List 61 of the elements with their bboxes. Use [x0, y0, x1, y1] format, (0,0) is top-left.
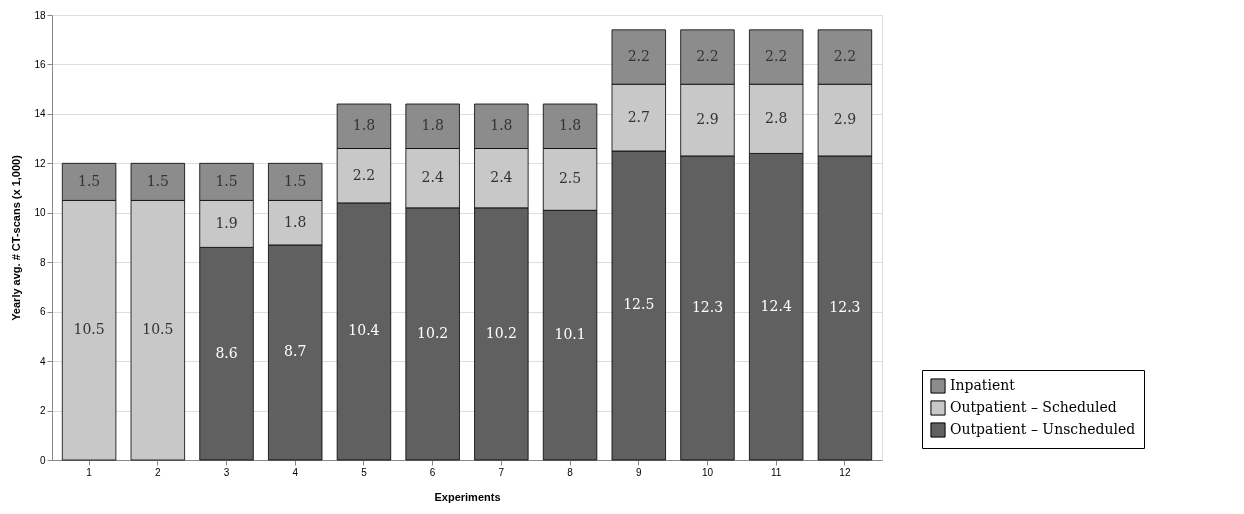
data-label: 1.8	[352, 117, 376, 134]
x-tick-label: 8	[567, 466, 574, 478]
x-tick-label: 4	[292, 466, 299, 478]
x-tick-label: 6	[429, 466, 436, 478]
y-tick-label: 6	[39, 306, 46, 318]
data-label: 2.2	[765, 48, 788, 65]
data-label: 1.8	[490, 117, 513, 134]
y-tick-label: 12	[34, 157, 46, 169]
data-label: 1.9	[215, 214, 238, 231]
data-label: 8.7	[284, 343, 307, 360]
y-tick-label: 0	[39, 454, 46, 466]
x-tick-label: 5	[361, 466, 368, 478]
y-tick-label: 18	[34, 9, 46, 21]
data-label: 2.9	[696, 111, 719, 128]
data-label: 1.5	[284, 172, 307, 189]
data-label: 12.3	[691, 298, 724, 315]
data-label: 2.4	[490, 169, 513, 186]
data-label: 12.3	[829, 298, 861, 315]
y-tick-label: 16	[34, 58, 46, 70]
data-label: 1.8	[421, 117, 444, 134]
x-tick-label: 11	[770, 466, 782, 478]
data-label: 1.8	[284, 213, 307, 230]
y-tick-label: 4	[39, 355, 46, 367]
legend-label: Inpatient	[950, 377, 1016, 393]
data-label: 1.5	[215, 172, 238, 189]
data-label: 1.8	[558, 117, 582, 134]
data-label: 10.4	[348, 322, 380, 339]
data-label: 2.4	[421, 169, 444, 186]
data-label: 2.9	[833, 111, 857, 128]
y-tick-label: 2	[39, 405, 46, 417]
data-label: 2.2	[833, 48, 857, 65]
data-label: 2.5	[558, 170, 582, 187]
data-label: 12.5	[623, 296, 655, 313]
data-label: 2.8	[765, 109, 788, 126]
data-label: 10.5	[73, 321, 105, 338]
legend-label: Outpatient – Scheduled	[950, 399, 1117, 415]
x-tick-label: 1	[86, 466, 93, 478]
data-label: 10.5	[142, 321, 174, 338]
x-tick-label: 12	[839, 466, 851, 478]
x-tick-label: 10	[701, 466, 714, 478]
data-label: 10.2	[417, 324, 449, 341]
x-tick-label: 7	[498, 466, 505, 478]
data-label: 10.2	[485, 324, 517, 341]
x-tick-label: 2	[155, 466, 162, 478]
y-tick-label: 14	[34, 108, 46, 120]
legend-label: Outpatient – Unscheduled	[950, 421, 1136, 437]
data-label: 8.6	[215, 344, 238, 361]
y-axis-title: Yearly avg. # CT-scans (x 1,000)	[10, 154, 23, 321]
data-label: 2.2	[627, 48, 650, 65]
data-label: 2.2	[352, 166, 376, 183]
y-tick-label: 8	[39, 256, 46, 268]
x-tick-label: 3	[223, 466, 230, 478]
data-label: 12.4	[760, 297, 792, 314]
y-tick-label: 10	[34, 207, 46, 219]
x-tick-label: 9	[635, 466, 642, 478]
x-axis-title: Experiments	[434, 490, 501, 503]
data-label: 10.1	[554, 326, 586, 343]
data-label: 1.5	[77, 172, 101, 189]
data-label: 1.5	[146, 172, 169, 189]
data-label: 2.7	[627, 108, 650, 125]
data-label: 2.2	[696, 48, 719, 65]
